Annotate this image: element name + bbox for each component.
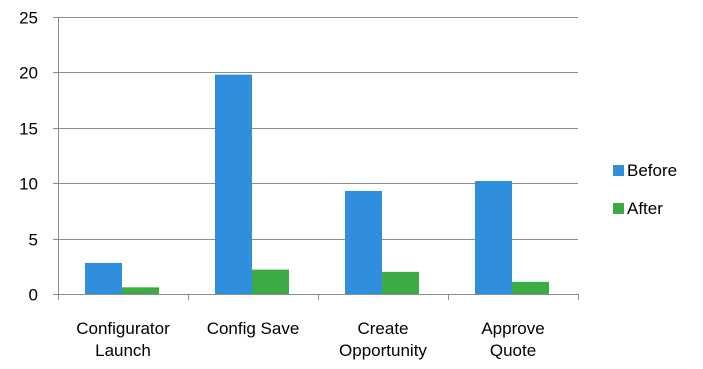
- bar-after-1: [252, 269, 289, 294]
- x-category-label: Quote: [490, 341, 536, 360]
- bar-before-1: [215, 74, 252, 294]
- bar-before-0: [85, 262, 122, 294]
- legend-swatch-before: [613, 165, 624, 176]
- y-tick-label: 0: [29, 286, 38, 305]
- y-tick-label: 5: [29, 231, 38, 250]
- legend-label-before: Before: [627, 161, 677, 180]
- x-category-labels: Configurator Launch Config Save Create Oppor…: [76, 319, 544, 360]
- y-tick-label: 20: [19, 64, 38, 83]
- y-tick-labels: 0 5 10 15 20 25: [19, 9, 38, 305]
- x-category-label: Configurator: [76, 319, 170, 338]
- x-category-label: Approve: [481, 319, 544, 338]
- bar-after-2: [382, 271, 419, 294]
- x-category-label: Config Save: [207, 319, 300, 338]
- y-tick-label: 25: [19, 9, 38, 28]
- legend-label-after: After: [627, 199, 663, 218]
- bar-after-0: [122, 287, 159, 294]
- bar-before-2: [345, 190, 382, 294]
- x-category-label: Launch: [95, 341, 151, 360]
- x-category-label: Opportunity: [339, 341, 427, 360]
- axes: [53, 17, 579, 300]
- y-tick-label: 10: [19, 175, 38, 194]
- bars: [85, 74, 549, 294]
- legend-swatch-after: [613, 203, 624, 214]
- y-tick-label: 15: [19, 120, 38, 139]
- x-category-label: Create: [357, 319, 408, 338]
- legend: Before After: [613, 161, 677, 218]
- bar-before-3: [475, 180, 512, 294]
- bar-after-3: [512, 281, 549, 294]
